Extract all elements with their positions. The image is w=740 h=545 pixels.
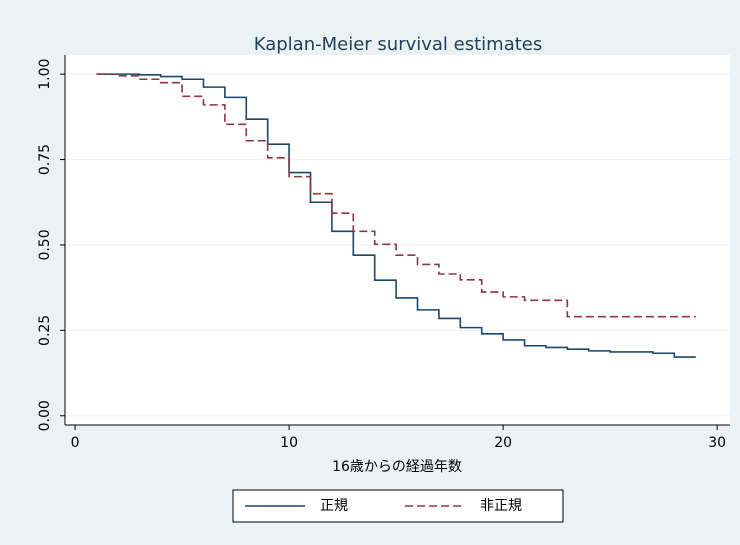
x-tick-label: 20 [494,435,512,451]
chart-title: Kaplan-Meier survival estimates [254,34,543,55]
legend-label: 非正規 [480,498,522,514]
survival-line [96,73,696,358]
y-tick-label: 0.75 [37,144,53,175]
legend-label: 正規 [320,498,348,514]
survival-line [96,73,696,318]
x-axis-label: 16歳からの経過年数 [332,459,462,475]
y-tick-label: 0.00 [37,400,53,431]
plot-area [65,55,730,425]
x-tick-label: 30 [708,435,726,451]
y-tick-label: 1.00 [37,59,53,90]
x-tick-label: 10 [280,435,298,451]
y-tick-label: 0.25 [37,315,53,346]
y-tick-label: 0.50 [37,229,53,260]
x-tick-label: 0 [71,435,80,451]
